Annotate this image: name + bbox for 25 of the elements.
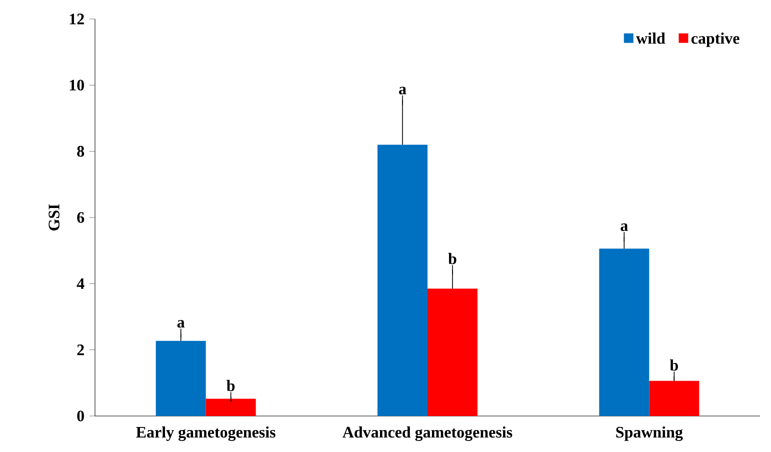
y-tick-label: 12: [70, 14, 84, 24]
y-tick-label: 10: [70, 80, 84, 91]
bar: [156, 340, 206, 416]
annotation: a: [620, 223, 628, 232]
legend-label: captive: [691, 32, 740, 48]
y-tick-label: 6: [77, 212, 84, 223]
bar: [649, 380, 700, 416]
annotation: a: [399, 86, 406, 94]
x-tick-label: Advanced gametogenesis: [342, 426, 512, 442]
bar: [599, 248, 650, 416]
bar: [428, 288, 478, 416]
annotation: b: [448, 252, 456, 264]
bar: [378, 144, 428, 416]
y-tick-label: 0: [77, 410, 84, 422]
x-tick-label: Spawning: [616, 426, 683, 442]
annotation: b: [670, 359, 678, 371]
y-tick-label: 8: [77, 146, 84, 157]
annotation: a: [177, 320, 185, 328]
y-axis-title: GSI: [48, 204, 60, 230]
y-tick-label: 2: [77, 344, 84, 356]
y-tick-label: 4: [76, 278, 84, 289]
bar: [206, 398, 256, 416]
legend-label: wild: [636, 32, 666, 44]
annotation: b: [226, 380, 235, 392]
x-tick-label: Early gametogenesis: [136, 426, 276, 442]
